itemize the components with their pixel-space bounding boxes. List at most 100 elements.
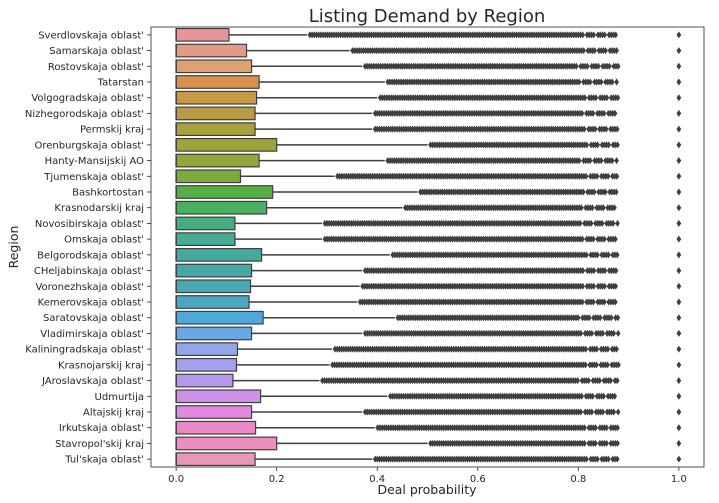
outlier-point bbox=[591, 267, 597, 275]
box bbox=[175, 27, 230, 42]
outlier-point bbox=[612, 298, 618, 306]
outlier-point bbox=[601, 235, 607, 243]
outlier-point bbox=[604, 439, 609, 447]
box-25 bbox=[175, 420, 682, 435]
y-tick-label: Tatarstan bbox=[97, 78, 144, 89]
outlier-point bbox=[676, 329, 682, 337]
outlier-point bbox=[608, 377, 614, 385]
outlier-point bbox=[676, 345, 682, 353]
box-3 bbox=[175, 75, 682, 89]
box-22 bbox=[175, 373, 682, 388]
x-tick-label: 0.2 bbox=[269, 474, 285, 485]
y-tick-label: Udmurtija bbox=[95, 392, 144, 403]
y-tick-label: Sverdlovskaja oblast' bbox=[38, 30, 144, 41]
box-1 bbox=[175, 43, 682, 58]
y-tick-label: Rostovskaja oblast' bbox=[48, 62, 144, 73]
y-axis-ticks: Sverdlovskaja oblast' Samarskaja oblast' R… bbox=[25, 30, 151, 466]
outlier-point bbox=[593, 94, 599, 102]
outlier-point bbox=[583, 172, 589, 180]
outlier-point bbox=[614, 345, 619, 353]
box-plot-area bbox=[175, 27, 682, 467]
box bbox=[175, 153, 260, 168]
outlier-point bbox=[615, 62, 621, 70]
box-14 bbox=[175, 247, 682, 262]
outlier-point bbox=[676, 188, 682, 196]
outlier-point bbox=[606, 455, 611, 463]
outlier-point bbox=[597, 377, 603, 385]
box bbox=[175, 357, 238, 372]
box bbox=[175, 263, 253, 278]
box bbox=[175, 389, 262, 404]
outlier-point bbox=[583, 345, 589, 353]
y-tick-label: Krasnodarskij kraj bbox=[54, 203, 144, 214]
y-axis-label: Region bbox=[6, 226, 21, 269]
outlier-point bbox=[604, 424, 609, 432]
outlier-point bbox=[606, 141, 612, 149]
y-tick-label: Tul'skaja oblast' bbox=[64, 455, 144, 466]
box-7 bbox=[175, 137, 682, 152]
box bbox=[175, 452, 256, 467]
outlier-point bbox=[591, 282, 597, 290]
outlier-point bbox=[583, 361, 588, 369]
box-27 bbox=[175, 452, 682, 467]
outlier-point bbox=[676, 424, 682, 432]
outlier-point bbox=[589, 329, 595, 337]
outlier-point bbox=[676, 157, 682, 165]
box bbox=[175, 75, 260, 89]
outlier-point bbox=[676, 141, 682, 149]
box bbox=[175, 342, 239, 357]
box bbox=[175, 279, 252, 294]
box bbox=[175, 59, 253, 74]
outlier-point bbox=[579, 235, 585, 243]
y-tick-label: JAroslavskaja oblast' bbox=[41, 376, 144, 387]
box bbox=[175, 90, 258, 105]
outlier-point bbox=[573, 62, 579, 70]
outlier-point bbox=[591, 31, 597, 39]
outlier-point bbox=[593, 424, 598, 432]
outlier-point bbox=[588, 219, 594, 227]
outlier-point bbox=[582, 424, 587, 432]
outlier-point bbox=[615, 408, 621, 416]
outlier-point bbox=[582, 439, 587, 447]
outlier-point bbox=[580, 267, 586, 275]
outlier-point bbox=[612, 235, 618, 243]
outlier-point bbox=[676, 109, 682, 117]
outlier-point bbox=[580, 31, 586, 39]
outlier-point bbox=[599, 219, 605, 227]
box-18 bbox=[175, 310, 682, 325]
box bbox=[175, 326, 253, 341]
outlier-point bbox=[580, 282, 586, 290]
box bbox=[175, 185, 274, 199]
y-tick-label: Voronezhskaja oblast' bbox=[35, 282, 144, 293]
outlier-point bbox=[592, 47, 597, 55]
outlier-point bbox=[602, 267, 608, 275]
outlier-point bbox=[676, 251, 682, 259]
outlier-point bbox=[611, 408, 617, 416]
outlier-point bbox=[676, 78, 682, 86]
outlier-point bbox=[598, 78, 604, 86]
y-tick-label: Volgogradskaja oblast' bbox=[31, 93, 144, 104]
outlier-point bbox=[597, 314, 603, 322]
outlier-point bbox=[603, 47, 608, 55]
outlier-point bbox=[676, 392, 682, 400]
outlier-point bbox=[609, 157, 615, 165]
outlier-point bbox=[676, 361, 682, 369]
y-tick-label: Kemerovskaja oblast' bbox=[38, 298, 144, 309]
box bbox=[175, 43, 248, 58]
outlier-point bbox=[575, 314, 581, 322]
outlier-point bbox=[676, 235, 682, 243]
outlier-point bbox=[604, 94, 610, 102]
outlier-point bbox=[615, 94, 621, 102]
outlier-point bbox=[591, 188, 597, 196]
x-axis-ticks: 0.0 0.2 0.4 0.6 0.8 1.0 bbox=[168, 467, 687, 485]
box bbox=[175, 373, 234, 388]
outlier-point bbox=[613, 282, 619, 290]
outlier-point bbox=[600, 204, 606, 212]
outlier-point bbox=[615, 219, 620, 227]
box-21 bbox=[175, 357, 682, 372]
outlier-point bbox=[598, 157, 604, 165]
outlier-point bbox=[580, 188, 586, 196]
box bbox=[175, 122, 256, 137]
outlier-point bbox=[589, 408, 595, 416]
outlier-point bbox=[676, 47, 682, 55]
